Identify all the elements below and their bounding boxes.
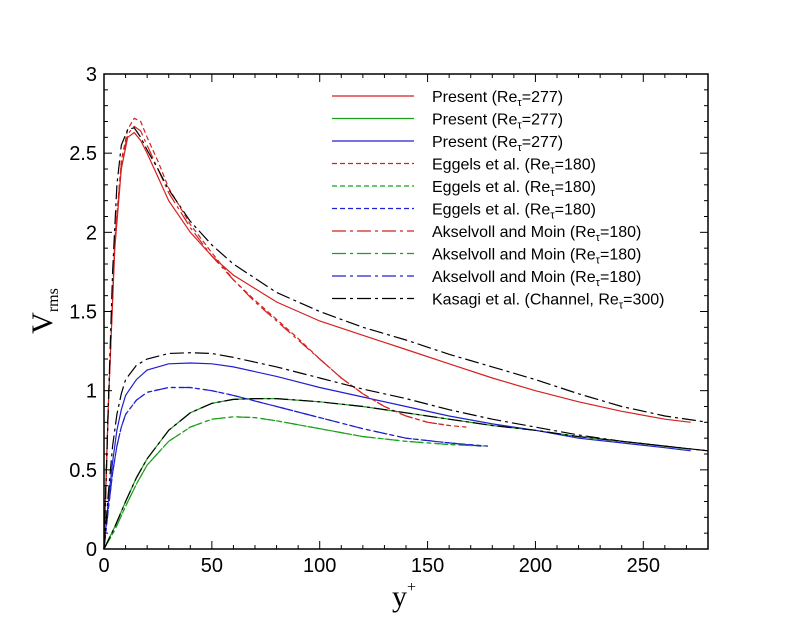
x-tick-label: 250	[627, 555, 660, 577]
x-tick-label: 50	[201, 555, 223, 577]
x-axis-label: y+	[392, 579, 416, 613]
x-axis-label-main: y	[392, 580, 407, 613]
legend-label: Present (Reτ=277)	[432, 112, 563, 132]
series-line-8	[103, 416, 482, 550]
ticks-layer: 0 50 100 150 200 250 0 0.5 1 1.5 2 2.5 3	[69, 64, 708, 577]
legend: Present (Reτ=277)Present (Reτ=277)Presen…	[332, 89, 665, 312]
legend-label: Eggels et al. (Reτ=180)	[432, 202, 596, 222]
legend-label-subscript: τ	[550, 187, 555, 199]
legend-label-subscript: τ	[596, 277, 601, 289]
legend-label: Akselvoll and Moin (Reτ=180)	[432, 247, 641, 267]
series-line-9	[103, 386, 482, 550]
legend-label-suffix: =277)	[522, 112, 563, 129]
legend-label-prefix: Akselvoll and Moin (Re	[432, 224, 596, 241]
legend-label-suffix: =180)	[600, 224, 641, 241]
x-tick-label: 150	[411, 555, 444, 577]
legend-label-suffix: =180)	[555, 157, 596, 174]
series-line-5	[103, 416, 489, 550]
legend-label-subscript: τ	[550, 210, 555, 222]
legend-label-prefix: Eggels et al. (Re	[432, 179, 550, 196]
legend-label-prefix: Eggels et al. (Re	[432, 202, 550, 219]
legend-label: Kasagi et al. (Channel, Reτ=300)	[432, 292, 665, 312]
y-tick-label: 0.5	[69, 460, 97, 482]
legend-label-prefix: Present (Re	[432, 134, 517, 151]
legend-label-subscript: τ	[550, 165, 555, 177]
legend-label: Eggels et al. (Reτ=180)	[432, 157, 596, 177]
x-tick-label: 0	[98, 555, 109, 577]
legend-label-prefix: Kasagi et al. (Channel, Re	[432, 292, 619, 309]
legend-label-prefix: Akselvoll and Moin (Re	[432, 269, 596, 286]
y-tick-label: 0	[86, 539, 97, 561]
legend-label: Present (Reτ=277)	[432, 134, 563, 154]
y-tick-label: 1.5	[69, 302, 97, 324]
y-tick-label: 2.5	[69, 143, 97, 165]
x-tick-label: 200	[519, 555, 552, 577]
series-line-1	[103, 131, 691, 550]
series-line-2	[103, 398, 691, 550]
legend-label-subscript: τ	[517, 142, 522, 154]
legend-label-subscript: τ	[517, 97, 522, 109]
legend-label-prefix: Present (Re	[432, 112, 517, 129]
y-axis-label: Vrms	[26, 288, 62, 334]
legend-label: Akselvoll and Moin (Reτ=180)	[432, 224, 641, 244]
legend-label-prefix: Eggels et al. (Re	[432, 157, 550, 174]
plot-frame	[103, 73, 709, 550]
legend-label-suffix: =180)	[555, 202, 596, 219]
series-layer	[103, 117, 709, 550]
y-axis-label-sub: rms	[45, 288, 62, 312]
legend-label: Akselvoll and Moin (Reτ=180)	[432, 269, 641, 289]
legend-label-prefix: Akselvoll and Moin (Re	[432, 247, 596, 264]
legend-label-suffix: =277)	[522, 134, 563, 151]
legend-label-subscript: τ	[619, 300, 624, 312]
series-line-7	[103, 125, 450, 550]
legend-label-suffix: =277)	[522, 89, 563, 106]
legend-label-prefix: Present (Re	[432, 89, 517, 106]
legend-label-subscript: τ	[596, 255, 601, 267]
legend-label-suffix: =180)	[600, 269, 641, 286]
y-tick-label: 3	[86, 64, 97, 86]
legend-label-subscript: τ	[517, 120, 522, 132]
series-line-3	[103, 362, 691, 550]
y-axis-label-main: V	[26, 312, 59, 334]
legend-label-suffix: =300)	[623, 292, 664, 309]
legend-label-suffix: =180)	[555, 179, 596, 196]
series-line-4	[103, 117, 467, 550]
y-tick-label: 1	[86, 381, 97, 403]
legend-label: Present (Reτ=277)	[432, 89, 563, 109]
legend-label-suffix: =180)	[600, 247, 641, 264]
legend-label: Eggels et al. (Reτ=180)	[432, 179, 596, 199]
series-line-10	[103, 127, 709, 550]
legend-label-subscript: τ	[596, 232, 601, 244]
x-axis-label-sup: +	[407, 579, 416, 596]
series-line-12	[103, 398, 709, 550]
series-line-11	[103, 352, 709, 550]
y-tick-label: 2	[86, 222, 97, 244]
x-tick-label: 100	[303, 555, 336, 577]
